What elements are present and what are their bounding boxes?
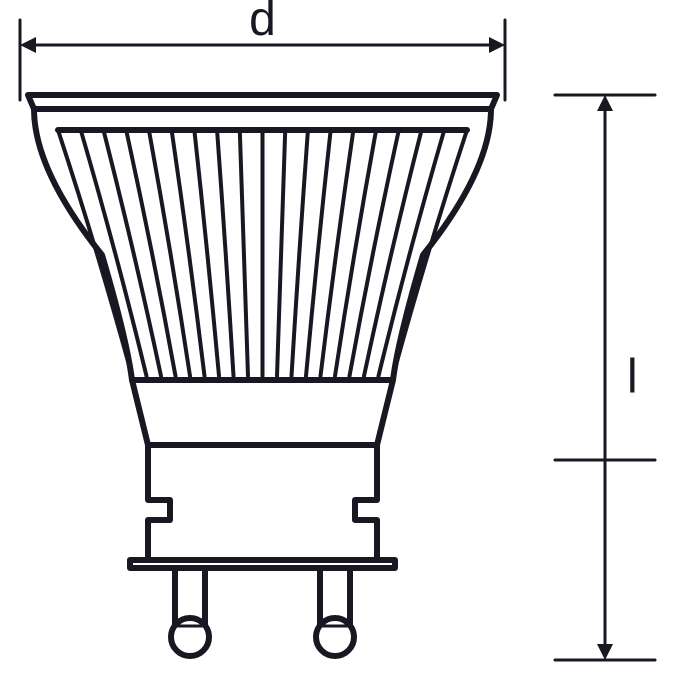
bulb-technical-drawing: dl: [0, 0, 700, 700]
dimension-l-label: l: [627, 351, 638, 404]
dimension-d-label: d: [249, 0, 276, 46]
